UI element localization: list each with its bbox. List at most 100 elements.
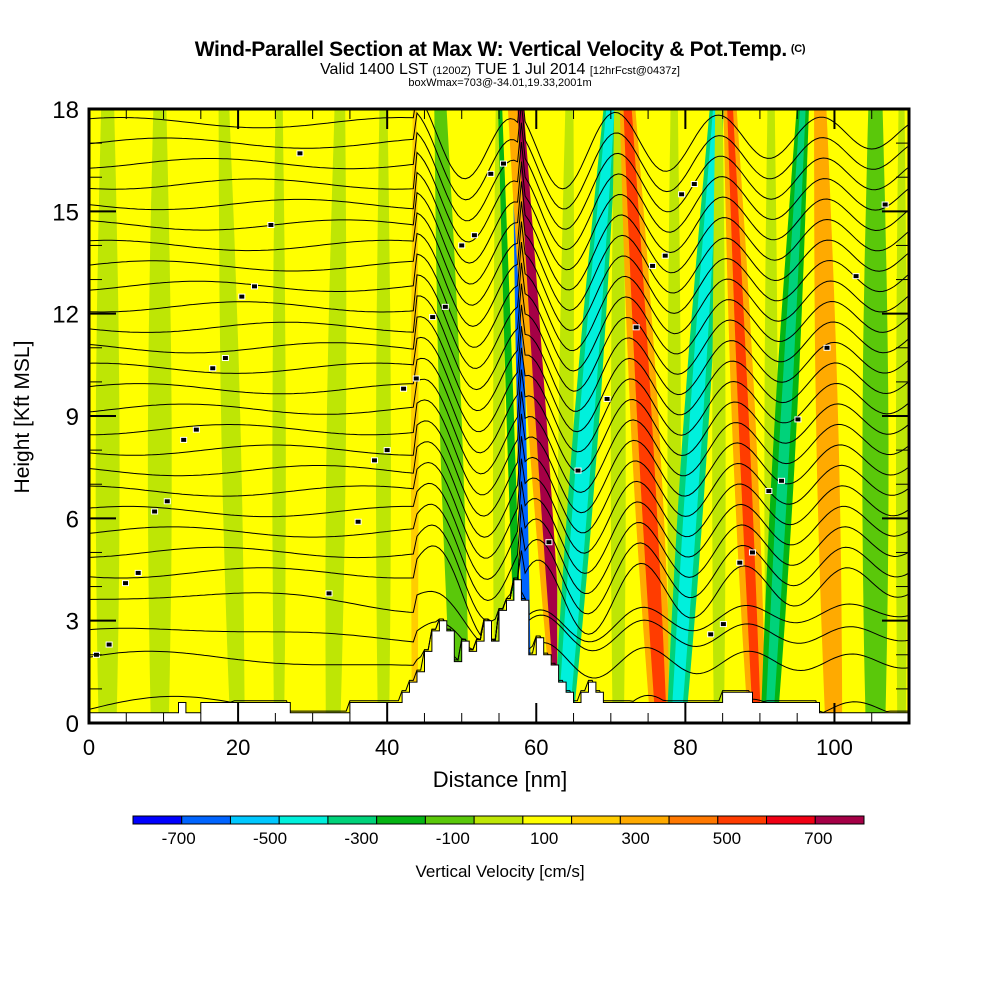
x-tick-label: 20: [226, 735, 250, 760]
y-tick-label: 9: [66, 404, 79, 431]
colorbar-swatch: [668, 815, 719, 825]
colorbar-tick-label: 700: [804, 829, 832, 848]
isentrope-label: [429, 314, 437, 321]
isentrope-label: [400, 385, 408, 392]
isentrope-label: [719, 621, 727, 628]
isentrope-label: [499, 160, 507, 167]
velocity-band: [325, 109, 347, 723]
colorbar-tick-label: -700: [162, 829, 196, 848]
colorbar-swatch: [522, 815, 573, 825]
isentrope-label: [238, 293, 246, 300]
isentrope-label: [707, 631, 715, 638]
velocity-band: [498, 109, 524, 723]
isentrope-label: [122, 580, 130, 587]
y-tick-label: 3: [66, 609, 79, 636]
velocity-band: [862, 109, 889, 723]
x-tick-label: 40: [375, 735, 399, 760]
isentrope-label: [574, 467, 582, 474]
velocity-band: [517, 109, 566, 723]
x-tick-label: 100: [816, 735, 853, 760]
isentrope-line: [89, 161, 909, 271]
isentrope-label: [221, 355, 229, 362]
isentrope-label: [678, 191, 686, 198]
isentrope-line: [89, 122, 909, 230]
colorbar-swatch: [814, 815, 865, 825]
isentrope-label: [250, 283, 258, 290]
colorbar-swatch: [424, 815, 475, 825]
isentrope-line: [89, 109, 909, 210]
colorbar-swatch: [327, 815, 378, 825]
colorbar-swatch: [766, 815, 816, 825]
colorbar-tick-label: -500: [253, 829, 287, 848]
forecast-info: [12hrFcst@0437z]: [589, 65, 680, 77]
isentrope-label: [545, 539, 553, 546]
isentrope-label: [325, 590, 333, 597]
valid-date: TUE 1 Jul 2014: [475, 61, 586, 78]
isentrope-label: [778, 477, 786, 484]
velocity-band: [671, 109, 721, 723]
colorbar-swatch: [132, 815, 183, 825]
isentrope-line: [89, 181, 909, 291]
chart-title: Wind-Parallel Section at Max W: Vertical…: [0, 38, 1000, 62]
y-tick-label: 6: [66, 506, 79, 533]
isentrope-line: [89, 326, 909, 433]
isentrope-label: [209, 365, 217, 372]
y-tick-label: 0: [66, 711, 79, 738]
isentrope-line: [89, 369, 909, 475]
isentrope-label: [690, 181, 698, 188]
isentrope-label: [603, 395, 611, 402]
isentrope-label: [881, 201, 889, 208]
colorbar-tick-label: -300: [344, 829, 378, 848]
velocity-band: [712, 109, 726, 723]
isentrope-line: [89, 262, 909, 372]
colorbar-tick-label: 100: [530, 829, 558, 848]
axes: 0 20 40 60 80 100 0 3 6 9 12 15 18: [52, 97, 911, 760]
isentropes: [89, 109, 909, 714]
terrain: [89, 579, 909, 723]
isentrope-label: [441, 303, 449, 310]
velocity-band: [434, 109, 469, 723]
x-tick-label: 60: [524, 735, 548, 760]
isentrope-label: [748, 549, 756, 556]
isentrope-label: [794, 416, 802, 423]
colorbar: -700 -500 -300 -100 100 300 500 700: [132, 815, 865, 848]
isentrope-line: [89, 524, 909, 622]
y-tick-label: 12: [52, 302, 79, 329]
isentrope-line: [89, 201, 909, 311]
isentrope-line: [89, 221, 909, 331]
isentrope-label: [134, 569, 142, 576]
isentrope-label: [487, 170, 495, 177]
isentrope-label: [354, 518, 362, 525]
x-axis-label: Distance [nm]: [432, 767, 568, 792]
isentrope-label: [105, 641, 113, 648]
colorbar-tick-label: -100: [436, 829, 470, 848]
valid-time: Valid 1400 LST (1200Z) TUE 1 Jul 2014 [1…: [0, 61, 1000, 79]
velocity-band: [147, 109, 172, 723]
velocity-band: [610, 109, 626, 723]
velocity-band: [493, 109, 505, 723]
valid-prefix: Valid 1400 LST: [320, 61, 428, 78]
isentrope-label: [371, 457, 379, 464]
isentrope-label: [151, 508, 159, 515]
velocity-band: [411, 109, 419, 723]
colorbar-swatch: [376, 815, 426, 825]
isentrope-line: [89, 347, 909, 454]
isentrope-line: [89, 242, 909, 352]
isentrope-line: [89, 436, 909, 538]
colorbar-tick-label: 500: [713, 829, 741, 848]
isentrope-label: [765, 488, 773, 495]
isentrope-line: [89, 458, 909, 559]
isentrope-line: [89, 413, 909, 517]
isentrope-label: [412, 375, 420, 382]
isentrope-label: [823, 344, 831, 351]
colorbar-swatch: [717, 815, 768, 825]
colorbar-swatch: [181, 815, 231, 825]
isentrope-line: [89, 109, 909, 190]
isentrope-label: [458, 242, 466, 249]
isentrope-line: [89, 304, 909, 412]
isentrope-line: [89, 503, 909, 602]
colorbar-swatch: [619, 815, 670, 825]
x-tick-label: 80: [673, 735, 697, 760]
title-text: Wind-Parallel Section at Max W: Vertical…: [194, 38, 788, 61]
